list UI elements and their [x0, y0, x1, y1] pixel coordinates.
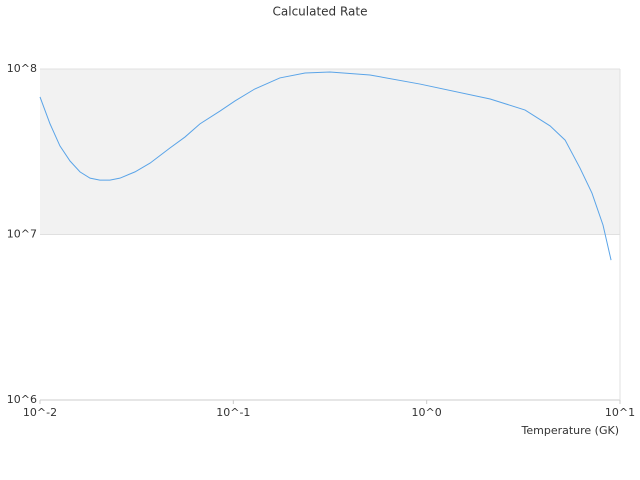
- x-tick-label: 10^0: [412, 406, 442, 419]
- chart-title: Calculated Rate: [273, 5, 368, 19]
- y-tick-label: 10^6: [7, 393, 37, 406]
- x-tick-label: 10^-2: [23, 406, 57, 419]
- x-tick-label: 10^-1: [216, 406, 250, 419]
- y-tick-label: 10^8: [7, 62, 37, 75]
- x-tick-label: 10^1: [605, 406, 635, 419]
- y-tick-label: 10^7: [7, 228, 37, 241]
- x-axis-label: Temperature (GK): [521, 424, 620, 437]
- grid-band: [40, 69, 620, 235]
- line: [39, 71, 612, 261]
